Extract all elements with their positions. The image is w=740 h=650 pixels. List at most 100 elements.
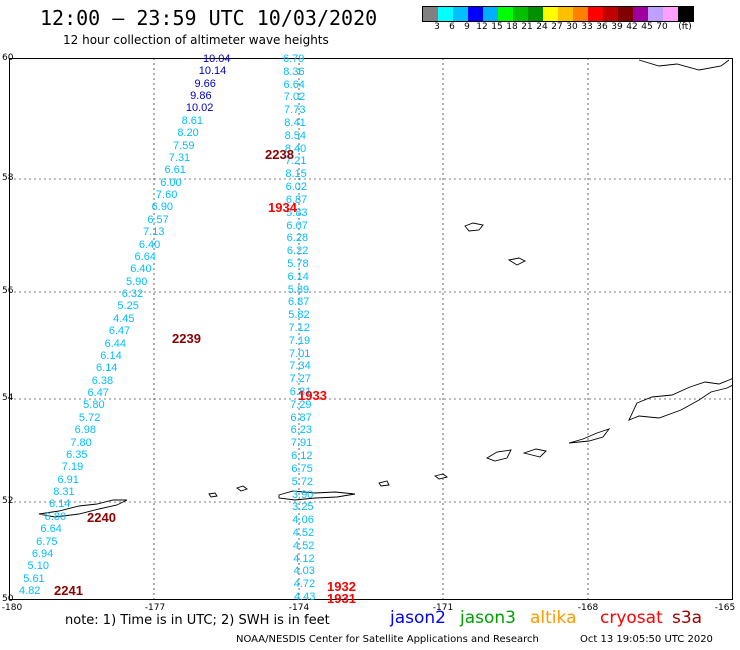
east-track-value: 4.03: [293, 565, 315, 578]
west-track-value: 8.20: [177, 127, 199, 140]
colorbar-swatch: [453, 7, 468, 21]
east-track-value: 6.64: [283, 78, 305, 91]
east-track-value: 8.54: [284, 129, 306, 142]
east-track-value: 8.41: [284, 117, 306, 130]
lon-tick-165: -165: [714, 603, 736, 613]
west-track-value: 7.60: [155, 189, 178, 202]
east-track-value: 4.72: [293, 578, 316, 591]
wave-height-colorbar: [422, 6, 694, 22]
colorbar-swatch: [558, 7, 573, 21]
colorbar-label: 21: [521, 22, 533, 32]
colorbar-swatch: [498, 7, 513, 21]
colorbar-swatch: [648, 7, 663, 21]
colorbar-label: 30: [566, 22, 578, 32]
colorbar-label: 36: [596, 22, 608, 32]
colorbar-labels: 3 6 9 12 15 18 21 24 27 30 33 36 39 42 45 70 (ft): [422, 22, 740, 34]
west-track-value: 7.13: [143, 226, 165, 239]
west-track-value: 4.82: [19, 585, 41, 597]
colorbar-label: 45: [641, 22, 653, 32]
colorbar-label: 12: [476, 22, 488, 32]
west-track-value: 6.35: [66, 448, 88, 461]
legend-cryosat: cryosat: [600, 608, 663, 628]
colorbar-swatch: [528, 7, 543, 21]
west-track-value: 5.61: [23, 572, 45, 585]
lon-tick-168: -168: [577, 603, 599, 613]
colorbar-label: (ft): [678, 22, 692, 32]
east-track-value: 7.27: [289, 373, 311, 386]
east-track-value: 5.83: [286, 206, 308, 219]
west-track-value: 6.14: [96, 362, 118, 375]
east-track-value: 6.12: [291, 450, 313, 463]
east-track-value: 7.91: [290, 437, 313, 450]
east-track-value: 6.22: [286, 245, 309, 258]
map-title: 12:00 – 23:59 UTC 10/03/2020: [40, 6, 378, 30]
west-track-value: 6.47: [108, 325, 131, 338]
colorbar-label: 24: [536, 22, 548, 32]
colorbar-swatch: [588, 7, 603, 21]
legend-altika: altika: [530, 608, 577, 628]
colorbar-swatch: [483, 7, 498, 21]
west-track-value: 10.04: [203, 53, 231, 65]
colorbar-label: 9: [464, 22, 470, 32]
east-track-value: 6.28: [286, 232, 309, 245]
colorbar-swatch: [423, 7, 438, 21]
east-track-value: 6.87: [290, 411, 312, 424]
west-track-value: 6.38: [91, 374, 114, 387]
east-track-value: 5.78: [287, 257, 309, 270]
credit-line: NOAA/NESDIS Center for Satellite Applica…: [236, 634, 539, 645]
east-track-value: 8.40: [284, 142, 307, 155]
lat-tick-58: 58: [2, 173, 14, 183]
west-track-value: 6.64: [134, 250, 156, 263]
east-track-value: 6.07: [286, 219, 308, 232]
colorbar-swatch: [633, 7, 648, 21]
east-track-value: 7.73: [284, 104, 306, 117]
colorbar-label: 39: [611, 22, 623, 32]
lat-tick-60: 60: [2, 53, 14, 63]
west-track-value: 8.31: [53, 486, 75, 499]
east-track-value: 4.52: [292, 539, 315, 552]
colorbar-swatch: [663, 7, 678, 21]
west-track-value: 10.02: [185, 102, 214, 115]
lat-tick-52: 52: [2, 496, 14, 506]
map-border: [9, 58, 733, 600]
pass-time-label: 1931: [327, 591, 356, 606]
east-track-value: 6.81: [289, 386, 312, 399]
legend-jason2: jason2: [390, 608, 446, 628]
west-track-value: 5.10: [27, 560, 49, 573]
colorbar-label: 27: [551, 22, 563, 32]
colorbar-swatch: [513, 7, 528, 21]
west-track-value: 8.61: [181, 114, 204, 127]
colorbar-label: 6: [449, 22, 455, 32]
west-track-value: 6.32: [121, 288, 144, 301]
east-track-value: 7.19: [288, 334, 311, 347]
colorbar-label: 3: [434, 22, 440, 32]
east-track-value: 6.02: [285, 181, 308, 194]
west-track-value: 7.80: [70, 436, 92, 449]
colorbar-label: 18: [506, 22, 518, 32]
east-track-value: 7.29: [290, 398, 312, 411]
colorbar-label: 42: [626, 22, 638, 32]
lon-tick-180: -180: [1, 603, 23, 613]
pass-time-label: 1933: [298, 388, 327, 403]
east-track-value: 7.02: [283, 91, 306, 104]
west-track-value: 6.47: [87, 387, 109, 400]
east-track-value: 4.06: [292, 514, 314, 527]
west-track-value: 4.45: [113, 312, 135, 325]
west-track-value: 10.14: [198, 65, 227, 78]
west-track-value: 6.40: [138, 238, 161, 251]
west-track-value: 6.64: [40, 523, 62, 536]
lat-tick-56: 56: [2, 286, 14, 296]
west-track-value: 6.14: [48, 498, 71, 511]
pass-time-label: 2241: [54, 583, 83, 598]
generated-timestamp: Oct 13 19:05:50 UTC 2020: [580, 634, 713, 645]
east-track-value: 7.21: [285, 155, 307, 168]
lon-tick-171: -171: [432, 603, 454, 613]
east-track-value: 4.12: [293, 552, 315, 565]
west-track-value: 5.80: [83, 399, 105, 412]
east-track-value: 7.34: [289, 360, 311, 373]
east-track-value: 6.23: [290, 424, 313, 437]
colorbar-label: 70: [656, 22, 668, 32]
pass-time-label: 2240: [87, 510, 116, 525]
pass-time-label: 1934: [268, 200, 297, 215]
east-track-value: 6.79: [283, 53, 305, 65]
